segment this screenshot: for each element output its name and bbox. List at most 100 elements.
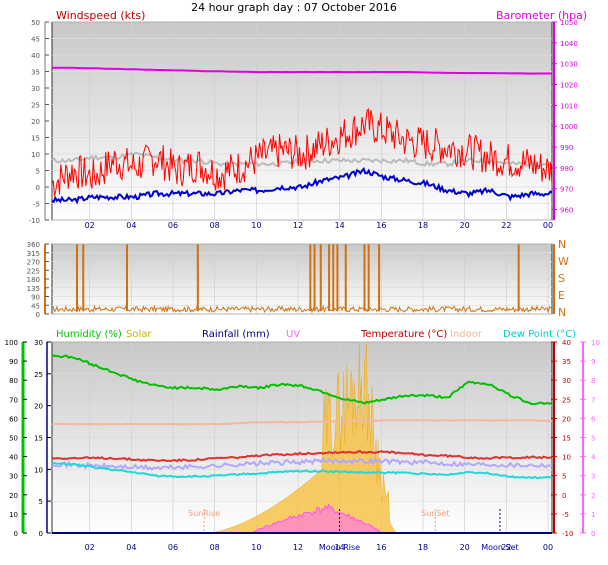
compass-label: E bbox=[558, 289, 565, 302]
wind-x-tick-label: 08 bbox=[210, 221, 220, 230]
temp-y-tick-label: 10 bbox=[562, 454, 571, 462]
wind-y-tick-label: 30 bbox=[31, 85, 40, 93]
humidity-y-tick-label: 100 bbox=[5, 339, 18, 347]
wind-x-tick-label: 14 bbox=[335, 221, 345, 230]
weather-x-tick-label: 02 bbox=[85, 543, 95, 552]
humidity-y-tick-label: 20 bbox=[9, 492, 18, 500]
weather-x-tick-label: 12 bbox=[293, 543, 303, 552]
rain-y-tick-label: 0 bbox=[39, 530, 43, 538]
humidity-y-tick-label: 90 bbox=[9, 358, 18, 366]
solar-area bbox=[206, 342, 398, 534]
uv-y-tick-label: 2 bbox=[591, 492, 595, 500]
weather-x-tick-label: 00 bbox=[543, 543, 553, 552]
direction-y-tick-label: 225 bbox=[27, 267, 40, 275]
rain-y-tick-label: 20 bbox=[34, 403, 43, 411]
page-title: 24 hour graph day : 07 October 2016 bbox=[191, 1, 397, 14]
weather-x-tick-label: 20 bbox=[460, 543, 470, 552]
wind-x-tick-label: 02 bbox=[85, 221, 95, 230]
baro-y-tick-label: 960 bbox=[560, 207, 573, 215]
wind-y-tick-label: -5 bbox=[33, 201, 40, 209]
humidity-y-tick-label: 40 bbox=[9, 454, 18, 462]
wind-x-tick-label: 22 bbox=[501, 221, 511, 230]
direction-y-tick-label: 0 bbox=[36, 311, 40, 319]
temp-y-tick-label: 40 bbox=[562, 339, 571, 347]
wind-y-tick-label: 10 bbox=[31, 151, 40, 159]
compass-label: S bbox=[558, 272, 565, 285]
wind-y-tick-label: 40 bbox=[31, 52, 40, 60]
uv-y-tick-label: 6 bbox=[591, 415, 596, 423]
humidity-y-tick-label: 50 bbox=[9, 435, 18, 443]
rain-y-tick-label: 5 bbox=[39, 498, 43, 506]
weather-x-tick-label: 04 bbox=[126, 543, 136, 552]
wind-x-tick-label: 10 bbox=[251, 221, 261, 230]
wind-x-tick-label: 18 bbox=[418, 221, 428, 230]
humidity-y-tick-label: 80 bbox=[9, 377, 18, 385]
legend-label: Solar bbox=[126, 329, 152, 340]
temp-y-tick-label: -10 bbox=[562, 530, 573, 538]
wind-x-tick-label: 00 bbox=[543, 221, 553, 230]
direction-y-tick-label: 135 bbox=[27, 285, 40, 293]
indoor-line bbox=[51, 418, 553, 426]
direction-y-tick-label: 315 bbox=[27, 250, 40, 258]
humidity-y-tick-label: 0 bbox=[14, 530, 18, 538]
direction-line bbox=[51, 304, 553, 314]
wind-x-tick-label: 20 bbox=[460, 221, 470, 230]
wind-y-tick-label: 5 bbox=[36, 168, 40, 176]
baro-y-tick-label: 1010 bbox=[560, 102, 578, 110]
baro-y-tick-label: 980 bbox=[560, 165, 573, 173]
wind-y-tick-label: 15 bbox=[31, 135, 40, 143]
barometer-line bbox=[51, 66, 552, 75]
uv-y-tick-label: 4 bbox=[591, 454, 596, 462]
weather-x-tick-label: 16 bbox=[376, 543, 386, 552]
legend-label: Dew Point (°C) bbox=[503, 329, 576, 340]
wind-y-tick-label: 25 bbox=[31, 102, 40, 110]
legend-label: UV bbox=[286, 329, 300, 340]
weather-x-tick-label: 10 bbox=[251, 543, 261, 552]
compass-label: W bbox=[558, 255, 569, 268]
wind-y-tick-label: 50 bbox=[31, 19, 40, 27]
temp-y-tick-label: 25 bbox=[562, 396, 571, 404]
baro-y-tick-label: 1040 bbox=[560, 40, 578, 48]
dew-point-line bbox=[51, 461, 553, 480]
baro-axis-title: Barometer (hpa) bbox=[496, 9, 587, 22]
baro-y-tick-label: 1050 bbox=[560, 19, 578, 27]
legend-label: Indoor bbox=[450, 329, 483, 340]
baro-y-tick-label: 1000 bbox=[560, 123, 578, 131]
temp-y-tick-label: -5 bbox=[562, 511, 569, 519]
uv-y-tick-label: 7 bbox=[591, 396, 595, 404]
baro-y-tick-label: 990 bbox=[560, 144, 573, 152]
wind-speed-line bbox=[51, 166, 553, 205]
humidity-y-tick-label: 60 bbox=[9, 415, 18, 423]
wind-x-tick-label: 16 bbox=[376, 221, 386, 230]
wind-y-tick-label: 35 bbox=[31, 69, 40, 77]
direction-y-tick-label: 45 bbox=[31, 302, 40, 310]
rain-y-tick-label: 25 bbox=[34, 371, 43, 379]
wind-y-tick-label: -10 bbox=[29, 217, 40, 225]
temp-y-tick-label: 15 bbox=[562, 435, 571, 443]
temp-y-tick-label: 30 bbox=[562, 377, 571, 385]
baro-y-tick-label: 1020 bbox=[560, 82, 578, 90]
wind-y-tick-label: 20 bbox=[31, 118, 40, 126]
temp-y-tick-label: 35 bbox=[562, 358, 571, 366]
temp-y-tick-label: 0 bbox=[562, 492, 566, 500]
weather-chart: 0102030405060708090100051015202530-10-50… bbox=[5, 329, 600, 552]
weather-x-tick-label: 06 bbox=[168, 543, 178, 552]
wind-x-tick-label: 06 bbox=[168, 221, 178, 230]
legend-label: Humidity (%) bbox=[56, 329, 122, 340]
uv-area bbox=[250, 503, 383, 534]
direction-y-tick-label: 270 bbox=[27, 259, 40, 267]
weather-x-tick-label: 14 bbox=[335, 543, 345, 552]
uv-y-tick-label: 5 bbox=[591, 435, 595, 443]
weather-x-tick-label: 22 bbox=[501, 543, 511, 552]
marker-label: Moon Set bbox=[481, 543, 518, 552]
compass-label: N bbox=[558, 238, 566, 251]
wind-x-tick-label: 12 bbox=[293, 221, 303, 230]
wind-chart: -10-505101520253035404550960970980990100… bbox=[29, 9, 588, 230]
weather-x-tick-label: 08 bbox=[210, 543, 220, 552]
uv-y-tick-label: 3 bbox=[591, 473, 595, 481]
uv-y-tick-label: 9 bbox=[591, 358, 595, 366]
legend-label: Temperature (°C) bbox=[360, 329, 447, 340]
